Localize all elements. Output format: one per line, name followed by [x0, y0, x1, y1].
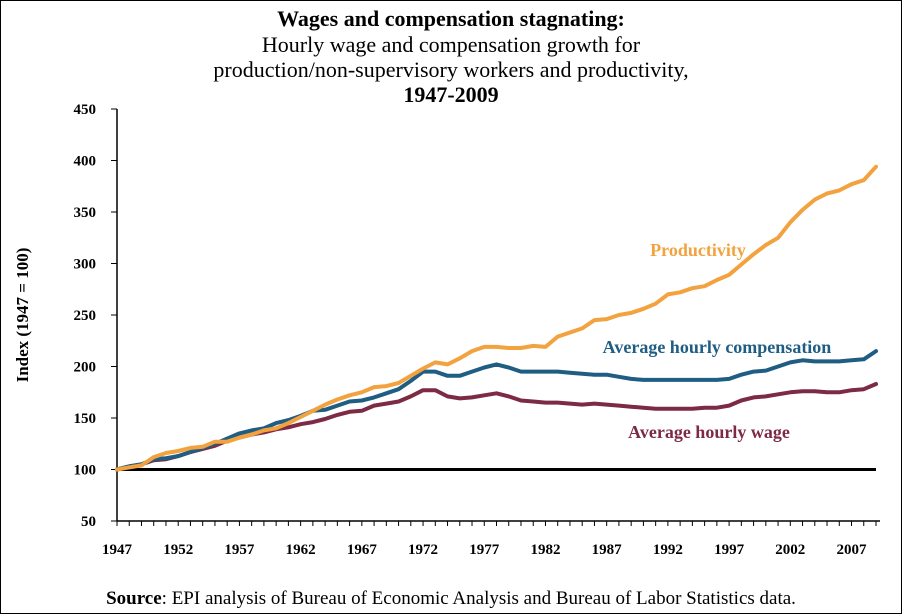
y-axis-label: Index (1947 = 100) [13, 248, 32, 383]
y-tick-label: 250 [74, 308, 97, 324]
y-tick-label: 450 [74, 102, 97, 118]
series-line-average-hourly-compensation [115, 349, 878, 472]
x-tick-label: 1982 [530, 542, 560, 558]
x-tick-label: 1977 [469, 542, 500, 558]
x-tick-label: 1997 [714, 542, 745, 558]
source-text: : EPI analysis of Bureau of Economic Ana… [161, 588, 796, 609]
x-tick-label: 2002 [775, 542, 805, 558]
chart-subtitle-line-1: Hourly wage and compensation growth for [261, 32, 641, 57]
y-tick-label: 100 [74, 463, 97, 479]
x-tick-label: 1987 [592, 542, 623, 558]
y-tick-label: 150 [74, 411, 97, 427]
source-note: Source: EPI analysis of Bureau of Econom… [0, 588, 902, 610]
y-tick-label: 300 [74, 257, 97, 273]
y-tick-label: 200 [74, 360, 97, 376]
series-label-average-hourly-compensation: Average hourly compensation [603, 337, 832, 357]
chart-subtitle-line-2: production/non-supervisory workers and p… [213, 57, 689, 82]
source-label: Source [106, 588, 162, 609]
y-tick-label: 50 [81, 514, 96, 530]
x-tick-label: 1972 [408, 542, 438, 558]
x-tick-label: 1957 [224, 542, 255, 558]
x-tick-label: 1992 [653, 542, 683, 558]
y-tick-label: 350 [74, 205, 97, 221]
series-line-productivity [115, 164, 878, 472]
series-label-productivity: Productivity [650, 240, 746, 260]
chart-title: Wages and compensation stagnating: [277, 6, 625, 31]
y-tick-label: 400 [74, 154, 97, 170]
x-tick-label: 1967 [347, 542, 378, 558]
x-tick-label: 1947 [102, 542, 133, 558]
x-tick-label: 2007 [837, 542, 868, 558]
x-tick-label: 1962 [286, 542, 316, 558]
series-label-average-hourly-wage: Average hourly wage [628, 422, 790, 442]
chart-date-range: 1947-2009 [403, 82, 499, 107]
x-tick-label: 1952 [163, 542, 193, 558]
chart-title-block: Wages and compensation stagnating: Hourl… [0, 6, 902, 108]
